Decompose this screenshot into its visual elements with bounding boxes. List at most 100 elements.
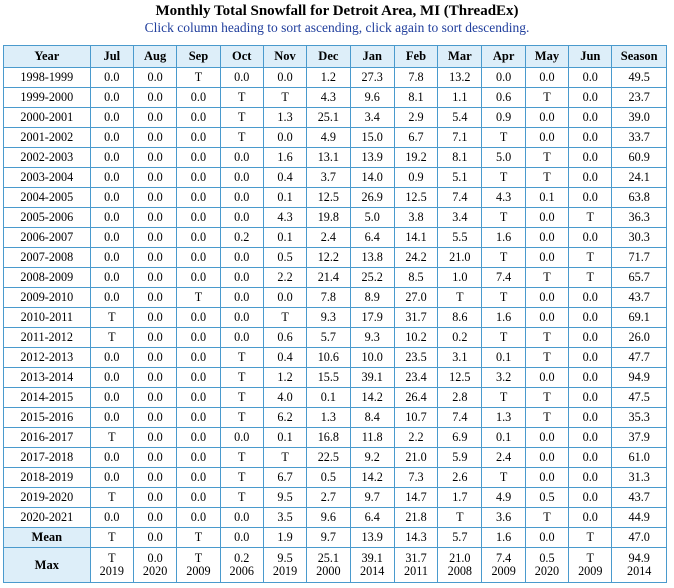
column-header-jun[interactable]: Jun [568, 45, 613, 68]
snowfall-cell: 15.0 [349, 127, 395, 148]
snowfall-cell: 0.0 [132, 467, 178, 488]
snowfall-cell: 0.0 [524, 447, 570, 468]
snowfall-cell: 0.0 [568, 427, 613, 448]
snowfall-cell: T [524, 327, 570, 348]
snowfall-cell: 3.6 [481, 507, 526, 528]
column-header-jul[interactable]: Jul [89, 45, 134, 68]
snowfall-cell: 0.0 [524, 127, 570, 148]
mean-label: Mean [3, 527, 91, 548]
snowfall-cell: 0.0 [568, 287, 613, 308]
snowfall-cell: 1.2 [306, 67, 351, 88]
snowfall-cell: 0.0 [524, 107, 570, 128]
snowfall-cell: T [568, 267, 613, 288]
max-cell: 0.0 2020 [132, 547, 178, 583]
season-year-cell: 2020-2021 [3, 507, 91, 528]
snowfall-cell: 61.0 [611, 447, 667, 468]
snowfall-cell: 27.0 [393, 287, 439, 308]
table-row: 2010-2011 T 0.0 0.0 0.0 T 9.3 17.9 31.7 8.6 1.6 0.0… [3, 307, 667, 328]
snowfall-cell: T [219, 87, 264, 108]
max-year: 2000 [316, 564, 341, 578]
sort-instructions: Click column heading to sort ascending, … [144, 20, 530, 35]
snowfall-table: Year Jul Aug Sep Oct Nov Dec Jan Feb Mar Apr May Jun… [3, 45, 667, 583]
snowfall-cell: 0.0 [89, 287, 134, 308]
table-row: 2017-2018 0.0 0.0 0.0 T T 22.5 9.2 21.0 5.9 2.4 0.0… [3, 447, 667, 468]
max-value: 94.9 [628, 551, 650, 565]
column-header-nov[interactable]: Nov [262, 45, 308, 68]
max-cell: 39.1 2014 [349, 547, 395, 583]
mean-cell: 47.0 [611, 527, 667, 548]
snowfall-cell: 0.0 [176, 187, 221, 208]
snowfall-cell: T [176, 67, 221, 88]
snowfall-cell: 0.0 [132, 507, 178, 528]
snowfall-cell: 8.1 [437, 147, 483, 168]
column-header-mar[interactable]: Mar [437, 45, 483, 68]
snowfall-cell: 0.0 [568, 87, 613, 108]
column-header-aug[interactable]: Aug [132, 45, 178, 68]
snowfall-cell: 47.7 [611, 347, 667, 368]
snowfall-cell: 39.0 [611, 107, 667, 128]
snowfall-cell: 0.0 [176, 147, 221, 168]
snowfall-cell: 0.5 [262, 247, 308, 268]
column-header-sep[interactable]: Sep [176, 45, 221, 68]
snowfall-cell: 0.0 [176, 267, 221, 288]
snowfall-cell: 2.2 [393, 427, 439, 448]
snowfall-cell: T [568, 207, 613, 228]
snowfall-cell: 0.0 [132, 127, 178, 148]
column-header-feb[interactable]: Feb [393, 45, 439, 68]
mean-cell: 0.0 [219, 527, 264, 548]
snowfall-cell: 0.0 [219, 147, 264, 168]
mean-cell: 0.0 [132, 527, 178, 548]
snowfall-cell: 47.5 [611, 387, 667, 408]
table-row: 2007-2008 0.0 0.0 0.0 0.0 0.5 12.2 13.8 24.2 21.0… [3, 247, 667, 268]
column-header-dec[interactable]: Dec [306, 45, 351, 68]
snowfall-cell: 0.0 [176, 407, 221, 428]
snowfall-cell: 23.7 [611, 87, 667, 108]
snowfall-cell: 7.3 [393, 467, 439, 488]
snowfall-cell: 5.5 [437, 227, 483, 248]
snowfall-cell: 3.8 [393, 207, 439, 228]
season-year-cell: 1998-1999 [3, 67, 91, 88]
season-year-cell: 2009-2010 [3, 287, 91, 308]
snowfall-cell: 8.6 [437, 307, 483, 328]
column-header-apr[interactable]: Apr [481, 45, 526, 68]
snowfall-cell: T [219, 407, 264, 428]
column-header-oct[interactable]: Oct [219, 45, 264, 68]
season-year-cell: 2013-2014 [3, 367, 91, 388]
snowfall-cell: 49.5 [611, 67, 667, 88]
column-header-may[interactable]: May [524, 45, 570, 68]
column-header-season[interactable]: Season [611, 45, 667, 68]
snowfall-cell: 0.0 [568, 347, 613, 368]
table-row: 2011-2012 T 0.0 0.0 0.0 0.6 5.7 9.3 10.2 0.2 T T 0.0… [3, 327, 667, 348]
column-header-jan[interactable]: Jan [349, 45, 395, 68]
max-year: 2011 [404, 564, 428, 578]
column-header-year[interactable]: Year [3, 45, 91, 68]
snowfall-cell: 0.0 [132, 247, 178, 268]
snowfall-cell: 0.0 [176, 367, 221, 388]
snowfall-cell: 0.0 [176, 327, 221, 348]
table-row: 2008-2009 0.0 0.0 0.0 0.0 2.2 21.4 25.2 8.5 1.0 7.… [3, 267, 667, 288]
snowfall-cell: 22.5 [306, 447, 351, 468]
snowfall-cell: T [524, 147, 570, 168]
snowfall-cell: 0.0 [176, 107, 221, 128]
snowfall-cell: 31.3 [611, 467, 667, 488]
snowfall-cell: 0.0 [176, 507, 221, 528]
snowfall-cell: 0.0 [524, 427, 570, 448]
season-year-cell: 2003-2004 [3, 167, 91, 188]
max-value: T [108, 551, 116, 565]
snowfall-cell: 10.6 [306, 347, 351, 368]
snowfall-cell: 7.4 [437, 407, 483, 428]
snowfall-cell: 2.4 [481, 447, 526, 468]
snowfall-cell: 0.0 [262, 67, 308, 88]
snowfall-cell: 25.2 [349, 267, 395, 288]
snowfall-cell: 9.7 [349, 487, 395, 508]
snowfall-cell: 0.1 [306, 387, 351, 408]
snowfall-cell: 0.0 [176, 167, 221, 188]
snowfall-cell: 0.0 [132, 387, 178, 408]
snowfall-cell: 0.1 [262, 227, 308, 248]
snowfall-cell: 0.5 [306, 467, 351, 488]
max-value: 25.1 [317, 551, 340, 565]
snowfall-cell: 0.0 [568, 307, 613, 328]
snowfall-cell: 23.4 [393, 367, 439, 388]
snowfall-cell: 0.0 [89, 87, 134, 108]
season-year-cell: 2012-2013 [3, 347, 91, 368]
